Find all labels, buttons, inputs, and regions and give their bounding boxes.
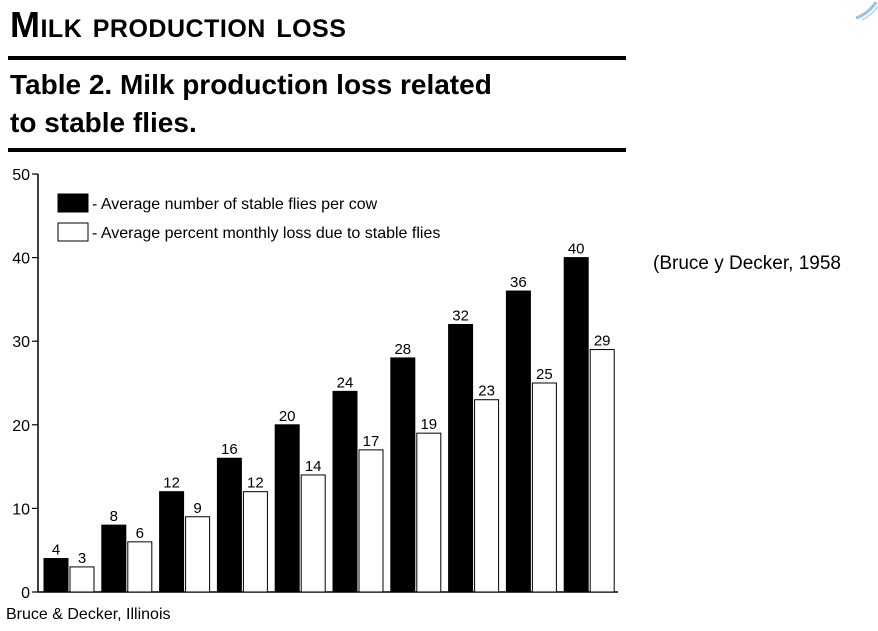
data-label-flies: 4 (52, 542, 60, 559)
y-tick-label: 20 (12, 418, 30, 435)
bar-percent-loss (69, 566, 95, 593)
y-tick-label: 10 (12, 501, 30, 518)
data-label-loss: 6 (136, 525, 144, 542)
corner-decoration (855, 1, 878, 21)
slide-title: Milk production loss (10, 4, 347, 45)
data-label-flies: 28 (394, 341, 411, 358)
data-label-loss: 9 (193, 500, 201, 517)
data-label-loss: 14 (305, 458, 322, 475)
bar-flies-per-cow (216, 457, 242, 593)
y-tick-label: 50 (12, 167, 30, 184)
bar-percent-loss (242, 491, 268, 593)
data-label-flies: 32 (452, 307, 469, 324)
data-label-loss: 29 (594, 333, 611, 350)
bar-flies-per-cow (43, 558, 69, 593)
bar-percent-loss (185, 516, 211, 593)
citation: (Bruce y Decker, 1958 (653, 253, 841, 274)
data-label-loss: 23 (478, 383, 495, 400)
bar-percent-loss (474, 399, 500, 593)
legend-swatch (57, 222, 89, 242)
bar-chart: 0 10 20 30 40 50 4 3 8 6 12 9 16 12 20 14 24 17 28 19 32 23 3… (6, 167, 618, 623)
legend-label: - Average percent monthly loss due to st… (92, 225, 440, 242)
legend-swatch (57, 193, 89, 213)
y-tick-label: 30 (12, 334, 30, 351)
bar-flies-per-cow (332, 390, 358, 593)
data-label-loss: 25 (536, 366, 553, 383)
data-label-flies: 12 (163, 475, 180, 492)
data-label-loss: 3 (78, 550, 86, 567)
legend-label: - Average number of stable flies per cow (92, 196, 378, 213)
title-rule (8, 56, 626, 60)
bar-flies-per-cow (101, 524, 127, 593)
data-label-loss: 19 (420, 416, 437, 433)
bar-percent-loss (589, 349, 615, 593)
data-label-flies: 20 (279, 408, 296, 425)
bar-percent-loss (127, 541, 153, 593)
y-tick-label: 0 (21, 585, 30, 602)
data-label-loss: 12 (247, 475, 264, 492)
bar-percent-loss (416, 432, 442, 593)
legend: - Average number of stable flies per cow… (57, 193, 440, 242)
source-note: Bruce & Decker, Illinois (6, 606, 171, 623)
bar-flies-per-cow (390, 357, 416, 593)
table-caption: Table 2. Milk production loss related to… (10, 69, 492, 138)
bar-percent-loss (358, 449, 384, 593)
bar-flies-per-cow (274, 424, 300, 593)
bar-flies-per-cow (505, 290, 531, 593)
data-label-flies: 24 (337, 374, 354, 391)
bars (43, 257, 615, 593)
y-tick-label: 40 (12, 251, 30, 268)
data-label-flies: 16 (221, 441, 238, 458)
bar-flies-per-cow (563, 257, 589, 593)
bar-percent-loss (531, 382, 557, 593)
data-labels: 4 3 8 6 12 9 16 12 20 14 24 17 28 19 32 23 36 25 40 29 (52, 241, 611, 567)
bar-percent-loss (300, 474, 326, 593)
data-label-loss: 17 (363, 433, 380, 450)
data-label-flies: 36 (510, 274, 527, 291)
bar-flies-per-cow (159, 491, 185, 593)
bar-flies-per-cow (448, 323, 474, 593)
data-label-flies: 40 (568, 241, 585, 258)
data-label-flies: 8 (110, 508, 118, 525)
caption-rule (8, 148, 626, 152)
